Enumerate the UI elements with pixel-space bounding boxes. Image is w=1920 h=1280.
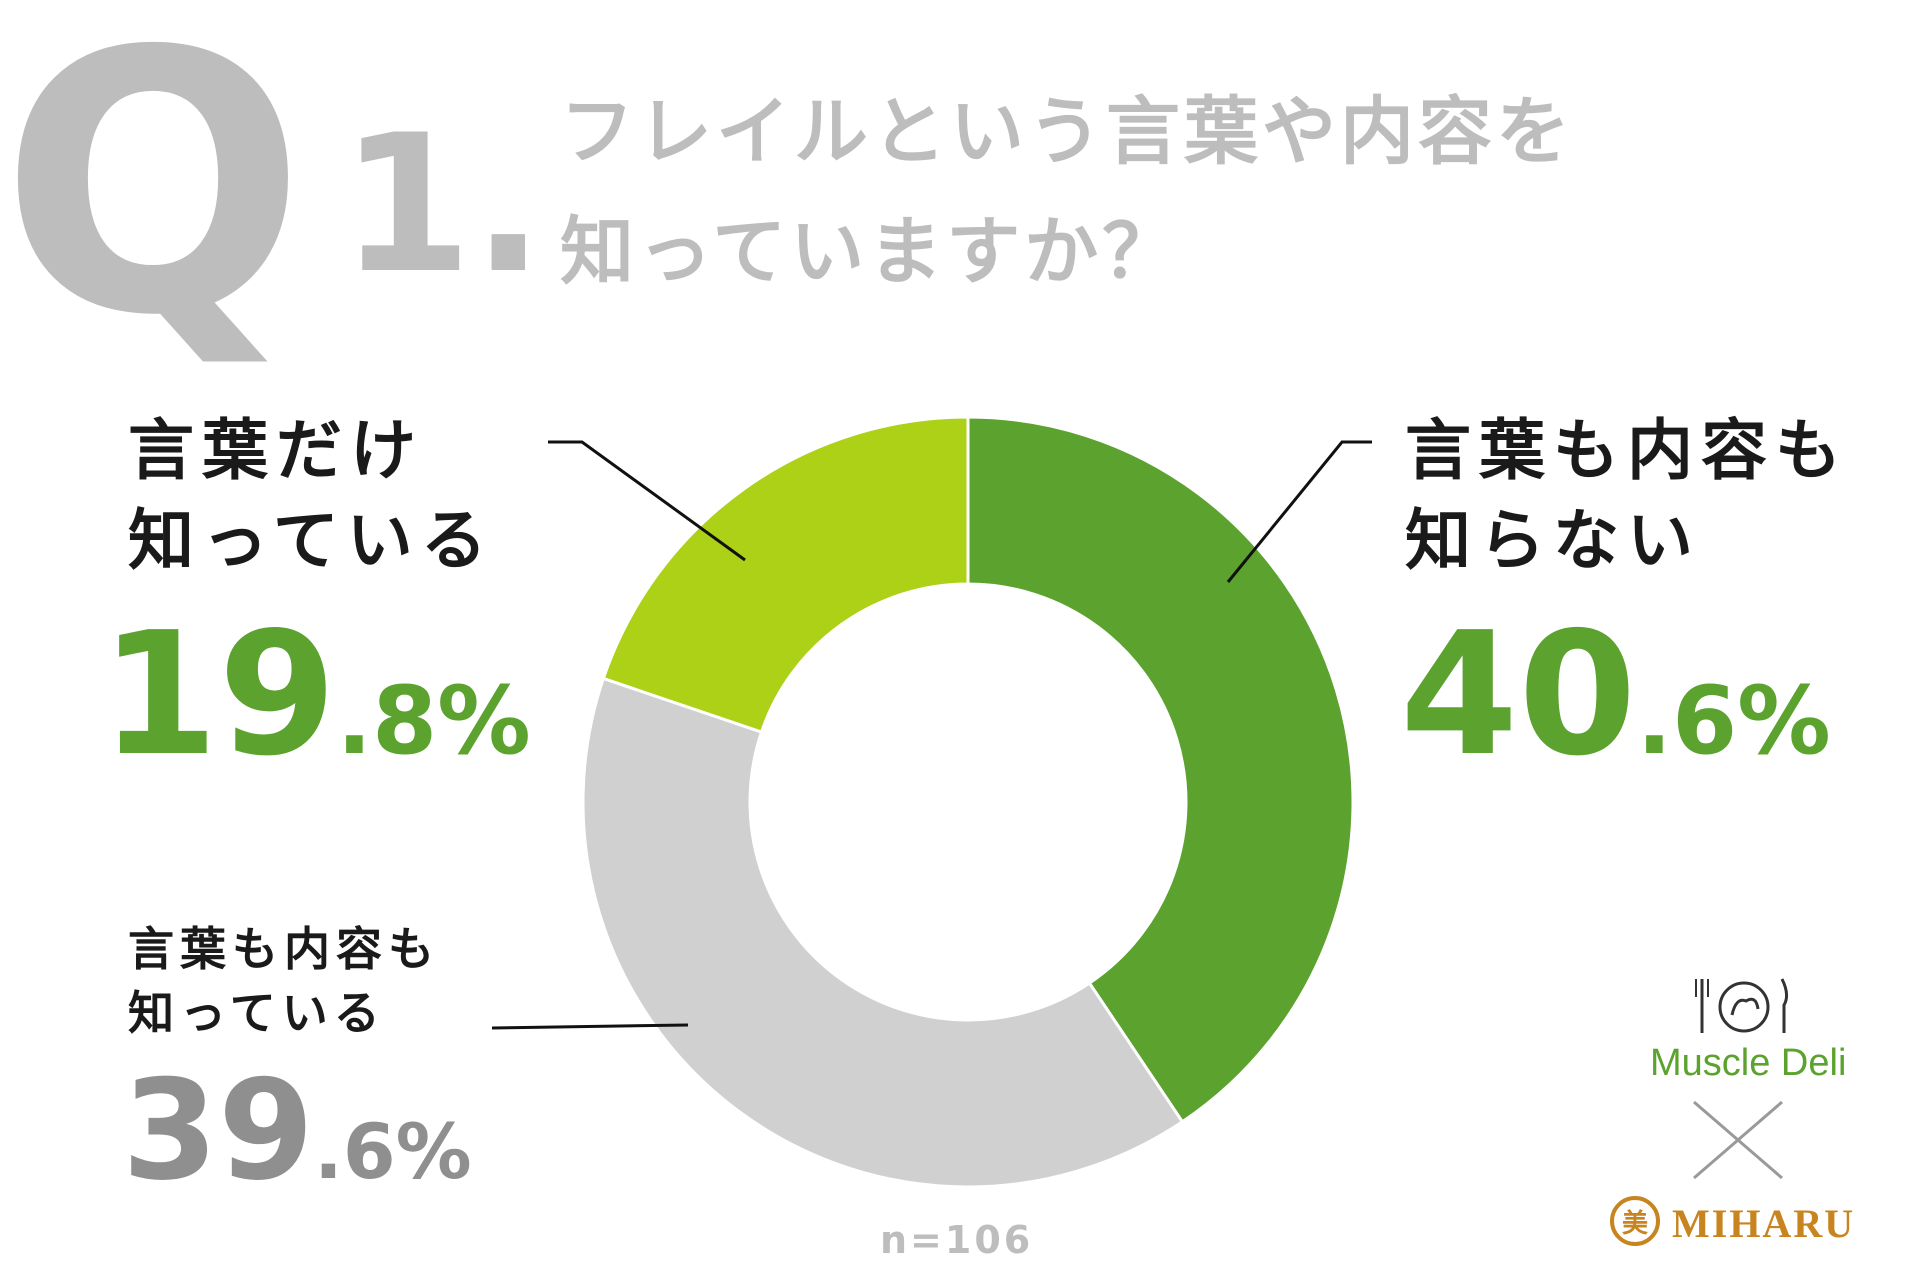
label-word-only-line1: 言葉だけ bbox=[128, 412, 424, 489]
question-number: 1. bbox=[340, 94, 545, 315]
value-word-only-int: 19 bbox=[100, 596, 337, 794]
donut-slice-word-only bbox=[601, 415, 970, 734]
question-text-line1: フレイルという言葉や内容を bbox=[560, 89, 1574, 175]
value-both-int: 39 bbox=[122, 1050, 315, 1211]
leader-line-both bbox=[491, 1023, 689, 1030]
miharu-logo-icon: 美 bbox=[1610, 1196, 1660, 1246]
brand-miharu: MIHARU bbox=[1672, 1201, 1856, 1246]
value-both-dec: .6% bbox=[314, 1108, 472, 1196]
value-both: 39.6% bbox=[122, 1062, 472, 1200]
muscle-deli-logo-icon bbox=[1695, 978, 1789, 1033]
label-both-line1: 言葉も内容も bbox=[128, 922, 440, 976]
leader-line-neither bbox=[1226, 440, 1372, 583]
value-word-only: 19.8% bbox=[100, 610, 531, 780]
question-text-line2: 知っていますか？ bbox=[560, 209, 1181, 295]
value-neither-dec: .6% bbox=[1636, 667, 1831, 776]
value-neither: 40.6% bbox=[1400, 610, 1831, 780]
question-letter: Q bbox=[0, 0, 306, 394]
value-neither-int: 40 bbox=[1400, 596, 1637, 794]
leader-line-word-only bbox=[548, 440, 746, 562]
value-word-only-dec: .8% bbox=[336, 667, 531, 776]
donut-slice-both bbox=[581, 676, 1185, 1189]
brand-muscle-deli: Muscle Deli bbox=[1650, 1042, 1847, 1084]
sample-size: n=106 bbox=[880, 1218, 1034, 1262]
label-neither-line1: 言葉も内容も bbox=[1405, 412, 1849, 489]
leader-lines bbox=[491, 440, 1372, 1030]
label-neither-line2: 知らない bbox=[1405, 502, 1701, 579]
label-word-only-line2: 知っている bbox=[128, 502, 495, 579]
donut-slice-neither bbox=[966, 415, 1355, 1124]
cross-icon bbox=[1693, 1100, 1783, 1180]
donut-slices bbox=[581, 415, 1355, 1189]
label-both-line2: 知っている bbox=[128, 986, 386, 1040]
